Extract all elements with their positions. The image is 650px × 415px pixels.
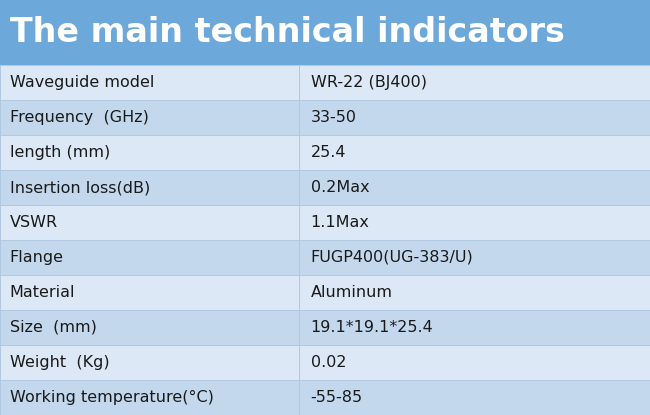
Text: WR-22 (BJ400): WR-22 (BJ400) [311, 75, 426, 90]
Text: 1.1Max: 1.1Max [311, 215, 370, 230]
Text: Weight  (Kg): Weight (Kg) [10, 355, 109, 370]
Text: Insertion loss(dB): Insertion loss(dB) [10, 180, 150, 195]
Text: VSWR: VSWR [10, 215, 58, 230]
Bar [299, 275, 650, 310]
Bar [0, 310, 299, 345]
Bar [299, 65, 650, 100]
Text: Material: Material [10, 285, 75, 300]
Bar [299, 135, 650, 170]
Bar [299, 345, 650, 380]
Text: -55-85: -55-85 [311, 390, 363, 405]
Bar [0, 170, 299, 205]
Text: length (mm): length (mm) [10, 145, 110, 160]
Text: Size  (mm): Size (mm) [10, 320, 97, 335]
Bar [0, 345, 299, 380]
Text: Waveguide model: Waveguide model [10, 75, 154, 90]
Text: 19.1*19.1*25.4: 19.1*19.1*25.4 [311, 320, 434, 335]
Bar [0, 0, 650, 65]
Text: FUGP400(UG-383/U): FUGP400(UG-383/U) [311, 250, 473, 265]
Bar [299, 240, 650, 275]
Bar [299, 205, 650, 240]
Text: 0.2Max: 0.2Max [311, 180, 369, 195]
Text: 25.4: 25.4 [311, 145, 346, 160]
Text: Flange: Flange [10, 250, 64, 265]
Bar [0, 205, 299, 240]
Text: 0.02: 0.02 [311, 355, 346, 370]
Bar [0, 135, 299, 170]
Bar [0, 275, 299, 310]
Text: Aluminum: Aluminum [311, 285, 393, 300]
Bar [299, 380, 650, 415]
Bar [0, 380, 299, 415]
Bar [0, 100, 299, 135]
Bar [0, 240, 299, 275]
Bar [0, 65, 299, 100]
Bar [299, 170, 650, 205]
Text: Frequency  (GHz): Frequency (GHz) [10, 110, 149, 125]
Text: Working temperature(°C): Working temperature(°C) [10, 390, 214, 405]
Text: 33-50: 33-50 [311, 110, 357, 125]
Bar [299, 310, 650, 345]
Text: The main technical indicators: The main technical indicators [10, 16, 565, 49]
Bar [299, 100, 650, 135]
